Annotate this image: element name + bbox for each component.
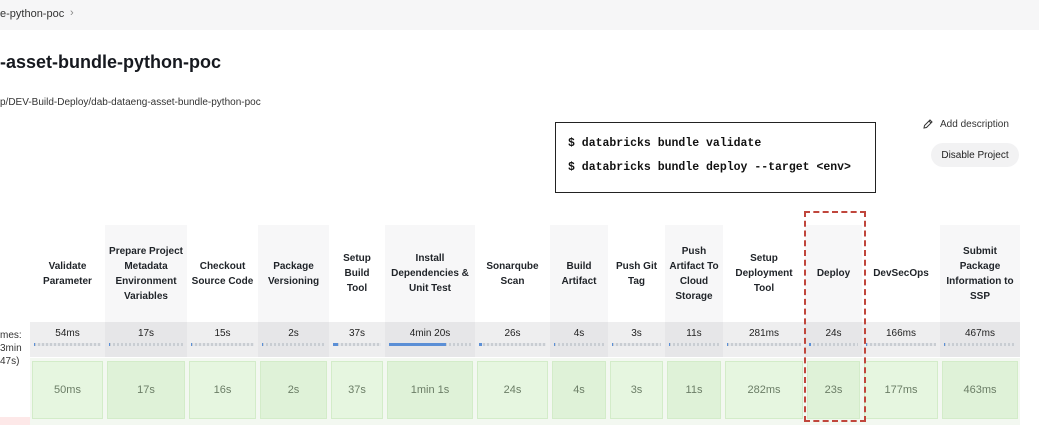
stage-average-time-value: 4s (573, 328, 585, 339)
stage-average-time-value: 467ms (964, 328, 995, 339)
stage-average-time: 37s (329, 322, 385, 357)
stage-header[interactable]: Checkout Source Code (187, 225, 258, 322)
stage-header[interactable]: Sonarqube Scan (475, 225, 550, 322)
stage-run-duration[interactable]: 4s (552, 361, 606, 419)
stage-average-progress-fill (333, 343, 338, 346)
pencil-icon (923, 119, 933, 129)
stage-average-time: 467ms (940, 322, 1020, 357)
stage-run-duration[interactable]: 2s (260, 361, 327, 419)
stage-average-progress-fill (809, 343, 812, 346)
stage-average-time: 4s (550, 322, 608, 357)
stage-average-time-value: 166ms (885, 328, 916, 339)
command-callout: $ databricks bundle validate $ databrick… (555, 122, 876, 193)
stage-average-time-value: 54ms (55, 328, 80, 339)
stage-average-progress-bar (34, 343, 101, 346)
stage-average-time-value: 26s (504, 328, 521, 339)
stage-average-progress-fill (866, 343, 868, 346)
stage-average-time-value: 11s (686, 328, 702, 339)
page-title: -asset-bundle-python-poc (0, 52, 221, 72)
average-stage-times-label: mes: 3min 47s) (0, 330, 22, 367)
stage-average-time: 24s (805, 322, 862, 357)
stage-average-time-value: 17s (137, 328, 155, 339)
stage-average-progress-fill (389, 343, 447, 346)
stage-run-duration[interactable]: 1min 1s (387, 361, 473, 419)
stage-header[interactable]: Submit Package Information to SSP (940, 225, 1020, 322)
stage-header[interactable]: Build Artifact (550, 225, 608, 322)
stage-average-progress-bar (809, 343, 858, 346)
stage-average-time: 3s (608, 322, 665, 357)
project-full-path: p/DEV-Build-Deploy/dab-dataeng-asset-bun… (0, 97, 261, 108)
stage-average-progress-bar (479, 343, 546, 346)
stage-average-time-value: 281ms (748, 328, 779, 339)
command-deploy: $ databricks bundle deploy --target <env… (568, 161, 851, 174)
stage-average-progress-fill (554, 343, 555, 346)
stage-header[interactable]: Setup Deployment Tool (723, 225, 805, 322)
stage-view: mes: 3min 47s) Validate Parameter 54ms 50m… (0, 225, 1020, 425)
stage-average-time: 15s (187, 322, 258, 357)
stage-average-progress-fill (191, 343, 193, 346)
stage-average-progress-fill (109, 343, 111, 346)
stage-average-progress-fill (727, 343, 729, 346)
command-validate: $ databricks bundle validate (568, 137, 762, 150)
stage-run-duration[interactable]: 16s (189, 361, 256, 419)
stage-header[interactable]: Setup Build Tool (329, 225, 385, 322)
stage-average-progress-fill (944, 343, 946, 346)
stage-average-progress-fill (34, 343, 36, 346)
stage-average-time: 11s (665, 322, 723, 357)
stage-run-duration[interactable]: 177ms (864, 361, 938, 419)
stage-average-time-value: 15s (214, 328, 231, 339)
stage-header[interactable]: Push Git Tag (608, 225, 665, 322)
stage-average-progress-bar (944, 343, 1016, 346)
stage-average-time-value: 4min 20s (409, 328, 451, 339)
stage-average-progress-bar (191, 343, 254, 346)
stage-average-progress-fill (262, 343, 264, 346)
stage-average-progress-bar (727, 343, 801, 346)
stage-header[interactable]: Prepare Project Metadata Environment Var… (105, 225, 187, 322)
stage-average-progress-bar (612, 343, 661, 346)
stage-average-progress-bar (389, 343, 471, 346)
stage-header[interactable]: DevSecOps (862, 225, 940, 322)
stage-average-time: 54ms (30, 322, 105, 357)
stage-average-time: 2s (258, 322, 329, 357)
stage-average-time-value: 3s (631, 328, 642, 339)
stage-run-duration[interactable]: 17s (107, 361, 185, 419)
stage-average-time: 4min 20s (385, 322, 475, 357)
stage-run-duration[interactable]: 463ms (942, 361, 1018, 419)
disable-project-button[interactable]: Disable Project (931, 143, 1019, 167)
stage-average-progress-bar (866, 343, 936, 346)
stage-header[interactable]: Package Versioning (258, 225, 329, 322)
stage-run-duration[interactable]: 11s (667, 361, 721, 419)
stage-header[interactable]: Push Artifact To Cloud Storage (665, 225, 723, 322)
stage-average-progress-bar (109, 343, 183, 346)
breadcrumb-item-project[interactable]: e-python-poc (0, 8, 65, 20)
stage-average-progress-bar (333, 343, 381, 346)
stage-average-time-value: 24s (825, 328, 842, 339)
stage-average-time: 281ms (723, 322, 805, 357)
stage-average-progress-fill (612, 343, 613, 346)
stage-average-progress-fill (479, 343, 483, 346)
stage-average-time: 26s (475, 322, 550, 357)
stage-run-duration[interactable]: 282ms (725, 361, 803, 419)
stage-run-duration[interactable]: 3s (610, 361, 663, 419)
stage-average-time: 17s (105, 322, 187, 357)
stage-average-progress-bar (262, 343, 325, 346)
stage-average-time: 166ms (862, 322, 940, 357)
stage-average-progress-bar (669, 343, 719, 346)
failed-build-marker (0, 417, 30, 425)
breadcrumb: e-python-poc › (0, 0, 1039, 30)
stage-run-duration[interactable]: 50ms (32, 361, 103, 419)
stage-run-duration[interactable]: 37s (331, 361, 383, 419)
stage-average-time-value: 2s (288, 328, 299, 339)
stage-average-progress-fill (669, 343, 670, 346)
stage-run-duration[interactable]: 23s (807, 361, 860, 419)
stage-average-progress-bar (554, 343, 604, 346)
chevron-right-icon: › (70, 7, 74, 19)
stage-header[interactable]: Install Dependencies & Unit Test (385, 225, 475, 322)
add-description-label: Add description (940, 118, 1009, 130)
stage-header[interactable]: Deploy (805, 225, 862, 322)
stage-average-time-value: 37s (348, 328, 366, 339)
stage-run-duration[interactable]: 24s (477, 361, 548, 419)
add-description-link[interactable]: Add description (922, 118, 1009, 130)
stage-header[interactable]: Validate Parameter (30, 225, 105, 322)
